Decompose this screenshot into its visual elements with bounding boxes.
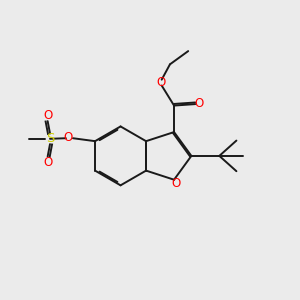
Text: O: O bbox=[172, 177, 181, 190]
Text: O: O bbox=[195, 97, 204, 110]
Text: O: O bbox=[156, 76, 165, 88]
Text: O: O bbox=[43, 156, 52, 169]
Text: S: S bbox=[46, 132, 54, 145]
Text: O: O bbox=[64, 130, 73, 143]
Text: O: O bbox=[43, 109, 52, 122]
